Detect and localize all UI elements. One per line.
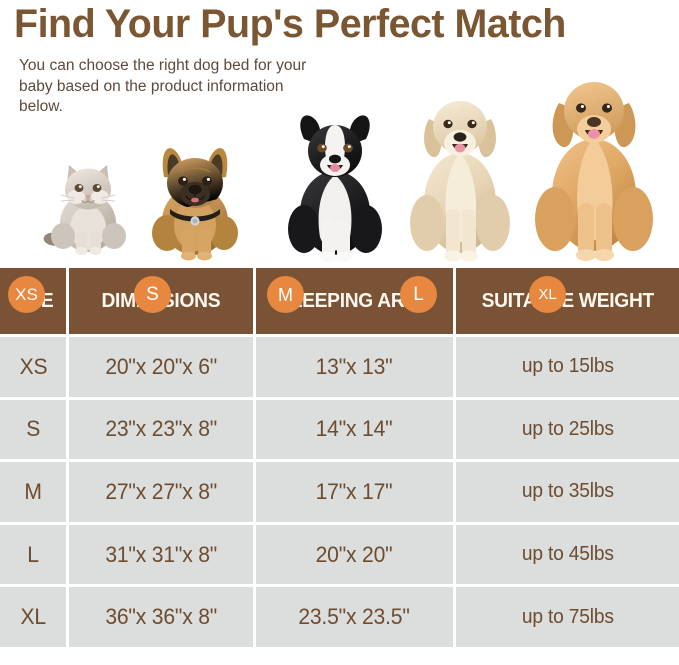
column-header-suitable-weight: SUITABLE WEIGHT (455, 268, 679, 334)
size-badge-xl-label: XL (538, 286, 557, 303)
table-row: M 27"x 27"x 8" 17"x 17" up to 35lbs (0, 462, 679, 522)
animal-size-lineup: XS (0, 58, 679, 313)
cell-size: S (0, 399, 67, 460)
column-divider (452, 587, 456, 647)
row-divider (0, 584, 679, 588)
cell-size: L (0, 524, 67, 585)
cell-suitable-weight: up to 45lbs (455, 524, 679, 585)
cell-sleeping-area: 13"x 13" (255, 337, 453, 397)
column-divider (452, 268, 456, 334)
cell-suitable-weight: up to 35lbs (455, 462, 679, 522)
animal-xl-golden-retriever (529, 63, 659, 263)
table-header-row: SIZE DIMENSIONS SLEEPING AREA SUITABLE W… (0, 268, 679, 334)
cell-suitable-weight: up to 25lbs (455, 399, 679, 460)
column-divider (66, 524, 70, 585)
cell-dimensions: 23"x 23"x 8" (69, 399, 253, 460)
column-divider (452, 462, 456, 522)
cell-dimensions: 31"x 31"x 8" (69, 524, 253, 585)
cell-dimensions: 36"x 36"x 8" (69, 587, 253, 647)
size-badge-s-label: S (146, 284, 159, 305)
column-divider (452, 337, 456, 397)
size-badge-m: M (267, 276, 304, 313)
row-divider (0, 521, 679, 525)
cell-dimensions: 27"x 27"x 8" (69, 462, 253, 522)
size-badge-xs-label: XS (15, 285, 38, 304)
page-title: Find Your Pup's Perfect Match (14, 2, 566, 46)
column-divider (252, 524, 256, 585)
table-row: S 23"x 23"x 8" 14"x 14" up to 25lbs (0, 399, 679, 460)
column-divider (66, 587, 70, 647)
row-divider (0, 396, 679, 400)
cell-sleeping-area: 14"x 14" (255, 399, 453, 460)
column-divider (66, 462, 70, 522)
cream-golden-retriever-illustration (403, 81, 518, 263)
cell-sleeping-area: 23.5"x 23.5" (255, 587, 453, 647)
size-badge-l-label: L (413, 284, 424, 305)
size-badge-xs: XS (8, 276, 45, 313)
size-badge-m-label: M (278, 284, 293, 305)
cell-size: M (0, 462, 67, 522)
cell-suitable-weight: up to 15lbs (455, 337, 679, 397)
column-divider (252, 337, 256, 397)
column-divider (252, 587, 256, 647)
column-divider (252, 268, 256, 334)
column-divider (452, 524, 456, 585)
row-divider (0, 459, 679, 463)
animal-l-cream-golden-retriever (403, 81, 518, 263)
table-row: L 31"x 31"x 8" 20"x 20" up to 45lbs (0, 524, 679, 585)
cell-sleeping-area: 20"x 20" (255, 524, 453, 585)
cell-size: XS (0, 337, 67, 397)
cell-sleeping-area: 17"x 17" (255, 462, 453, 522)
animal-s-french-bulldog (140, 133, 245, 261)
row-divider (0, 334, 679, 337)
page-subtitle: You can choose the right dog bed for you… (19, 57, 307, 115)
column-divider (66, 337, 70, 397)
cell-dimensions: 20"x 20"x 6" (69, 337, 253, 397)
size-badge-xl: XL (529, 276, 566, 313)
column-divider (452, 399, 456, 460)
table-row: XL 36"x 36"x 8" 23.5"x 23.5" up to 75lbs (0, 587, 679, 647)
cat-illustration (38, 150, 136, 255)
size-badge-l: L (400, 276, 437, 313)
column-divider (252, 462, 256, 522)
animal-m-border-collie (280, 103, 390, 263)
french-bulldog-illustration (140, 133, 245, 261)
size-badge-s: S (134, 276, 171, 313)
column-divider (66, 268, 70, 334)
cell-suitable-weight: up to 75lbs (455, 587, 679, 647)
column-divider (252, 399, 256, 460)
size-chart-table: SIZE DIMENSIONS SLEEPING AREA SUITABLE W… (0, 268, 679, 647)
animal-xs-cat (38, 150, 136, 255)
column-divider (66, 399, 70, 460)
cell-size: XL (0, 587, 67, 647)
table-row: XS 20"x 20"x 6" 13"x 13" up to 15lbs (0, 337, 679, 397)
border-collie-illustration (280, 103, 390, 263)
golden-retriever-illustration (529, 63, 659, 263)
